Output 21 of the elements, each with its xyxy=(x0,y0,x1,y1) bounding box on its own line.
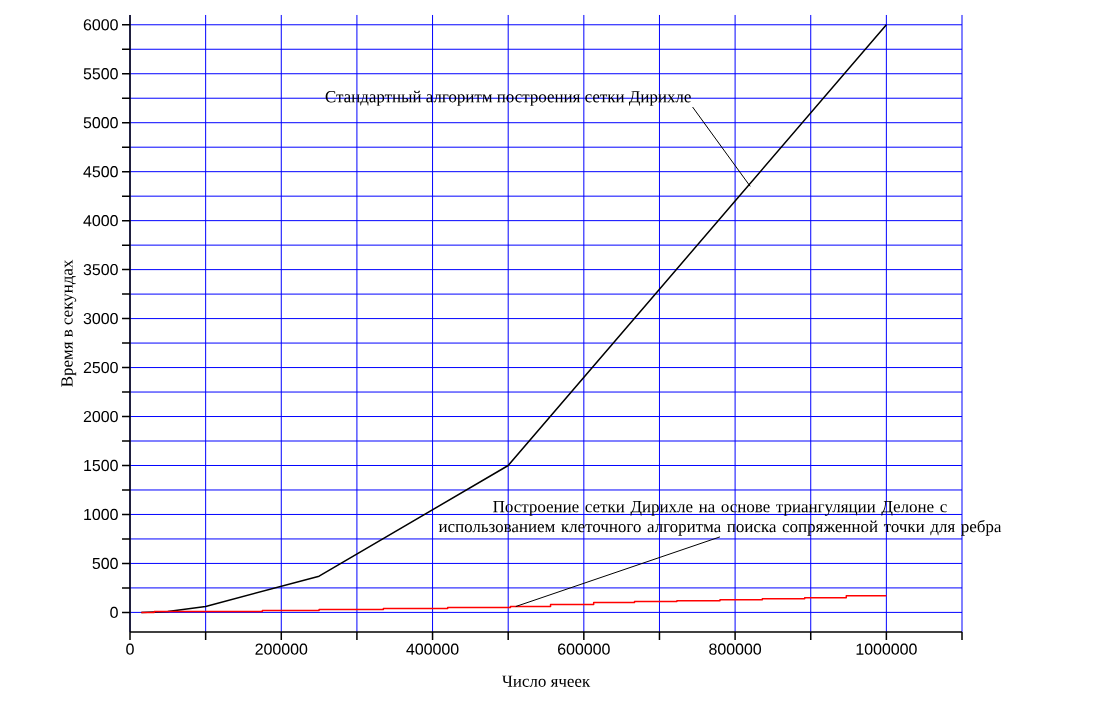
x-tick-label: 0 xyxy=(126,643,134,655)
x-tick-label: 400000 xyxy=(406,643,459,655)
y-tick-label: 2500 xyxy=(83,361,118,374)
y-tick-label: 2000 xyxy=(83,410,118,423)
x-tick-label: 800000 xyxy=(709,643,762,655)
x-tick-label: 200000 xyxy=(255,643,308,655)
y-tick-label: 5500 xyxy=(83,68,118,80)
x-axis-title: Число ячеек xyxy=(502,675,591,687)
y-tick-label: 1500 xyxy=(84,459,118,472)
y-tick-label: 3500 xyxy=(83,263,118,276)
x-tick-label: 1000000 xyxy=(856,643,917,655)
y-tick-label: 5000 xyxy=(83,117,118,129)
x-tick-label: 600000 xyxy=(558,643,610,655)
y-tick-label: 4500 xyxy=(83,166,118,178)
y-tick-label: 0 xyxy=(110,606,118,619)
y-tick-label: 6000 xyxy=(83,19,118,31)
y-tick-label: 1000 xyxy=(84,508,118,521)
y-tick-label: 4000 xyxy=(83,215,118,227)
y-axis-title: Время в секундах xyxy=(61,259,77,387)
y-tick-label: 500 xyxy=(92,557,118,570)
y-tick-label: 3000 xyxy=(83,312,118,325)
